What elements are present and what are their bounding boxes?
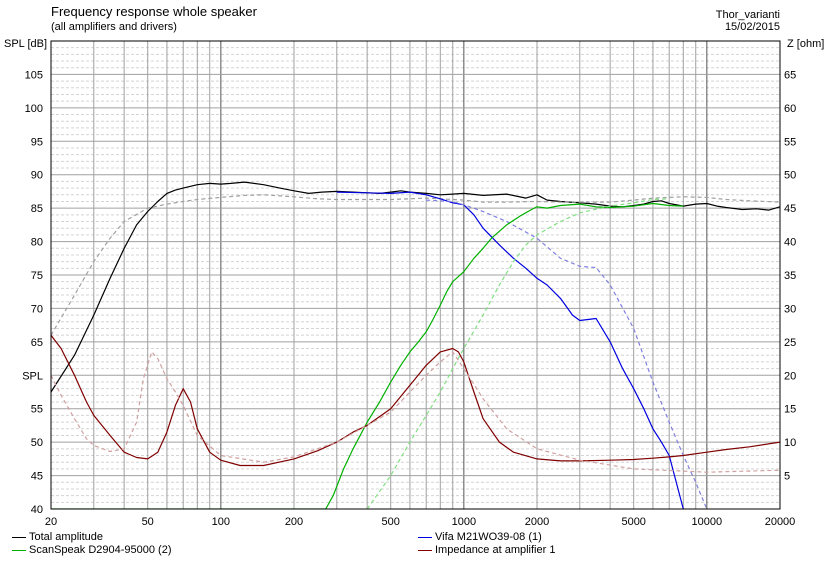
legend-total-amplitude: Total amplitude xyxy=(12,531,103,543)
series-woofer xyxy=(336,191,684,509)
legend-swatch-impedance xyxy=(418,549,432,551)
legend-woofer: Vifa M21WO39-08 (1) xyxy=(418,531,542,543)
series-total_dashed xyxy=(51,194,780,336)
y-right-tick-label: 15 xyxy=(784,404,796,416)
x-tick-label: 50 xyxy=(142,516,154,528)
y-right-tick-label: 30 xyxy=(784,303,796,315)
y-left-tick-label: 80 xyxy=(31,237,43,249)
date-label: 15/02/2015 xyxy=(724,21,780,33)
y-left-tick-label: 90 xyxy=(31,170,43,182)
y-axis-right-label: Z [ohm] xyxy=(787,38,825,50)
y-right-tick-label: 60 xyxy=(784,103,796,115)
legend-swatch-total xyxy=(12,536,26,538)
series-impedance_dashed xyxy=(51,351,780,473)
y-right-tick-label: 65 xyxy=(784,69,796,81)
x-tick-label: 1000 xyxy=(452,516,476,528)
x-tick-label: 200 xyxy=(285,516,303,528)
y-left-tick-label: 45 xyxy=(31,471,43,483)
series-impedance xyxy=(51,334,780,467)
y-left-tick-label: 50 xyxy=(31,437,43,449)
y-left-tick-label: 55 xyxy=(31,404,43,416)
y-left-tick-label: 105 xyxy=(25,69,43,81)
y-left-tick-label: 100 xyxy=(25,103,43,115)
y-right-tick-label: 25 xyxy=(784,337,796,349)
series-total xyxy=(51,181,780,393)
y-right-tick-label: 45 xyxy=(784,203,796,215)
y-right-tick-label: 5 xyxy=(784,471,790,483)
legend-impedance: Impedance at amplifier 1 xyxy=(418,544,555,556)
legend-label-total: Total amplitude xyxy=(29,531,103,543)
x-tick-label: 100 xyxy=(212,516,230,528)
grid xyxy=(51,41,780,510)
x-tick-label: 20 xyxy=(45,516,57,528)
y-right-tick-label: 10 xyxy=(784,437,796,449)
y-axis-left-label: SPL [dB] xyxy=(4,38,48,50)
x-tick-label: 2000 xyxy=(525,516,549,528)
series-woofer_dashed xyxy=(426,199,708,509)
chart-subtitle: (all amplifiers and drivers) xyxy=(51,21,177,33)
y-left-tick-label: 40 xyxy=(31,504,43,516)
legend-tweeter: ScanSpeak D2904-95000 (2) xyxy=(12,544,171,556)
y-right-tick-label: 55 xyxy=(784,136,796,148)
legend-label-tweeter: ScanSpeak D2904-95000 (2) xyxy=(29,544,172,556)
y-left-tick-label: 75 xyxy=(31,270,43,282)
y-right-tick-label: 40 xyxy=(784,237,796,249)
y-right-tick-label: 35 xyxy=(784,270,796,282)
y-left-tick-label: 95 xyxy=(31,136,43,148)
series-tweeter xyxy=(51,202,684,509)
legend-swatch-woofer xyxy=(418,536,432,538)
author-label: Thor_varianti xyxy=(715,9,780,21)
x-tick-label: 500 xyxy=(382,516,400,528)
plot-border xyxy=(50,40,781,510)
x-tick-label: 5000 xyxy=(621,516,645,528)
x-tick-label: 10000 xyxy=(692,516,723,528)
series-group xyxy=(51,181,780,509)
y-left-tick-label: 65 xyxy=(31,337,43,349)
legend-label-woofer: Vifa M21WO39-08 (1) xyxy=(435,531,542,543)
chart-title: Frequency response whole speaker xyxy=(51,4,257,19)
legend-swatch-tweeter xyxy=(12,549,26,551)
y-right-tick-label: 50 xyxy=(784,170,796,182)
y-left-tick-label: 70 xyxy=(31,303,43,315)
series-tweeter_dashed xyxy=(366,198,670,509)
legend-label-impedance: Impedance at amplifier 1 xyxy=(435,544,556,556)
tick-labels: 40 45 50 55 SPL 65 70 75 80 85 90 95 100 105 5 10 15 20 25… xyxy=(22,69,796,528)
y-left-tick-label: 85 xyxy=(31,203,43,215)
y-right-tick-label: 20 xyxy=(784,370,796,382)
y-left-tick-label: SPL xyxy=(22,370,43,382)
x-tick-label: 20000 xyxy=(765,516,796,528)
